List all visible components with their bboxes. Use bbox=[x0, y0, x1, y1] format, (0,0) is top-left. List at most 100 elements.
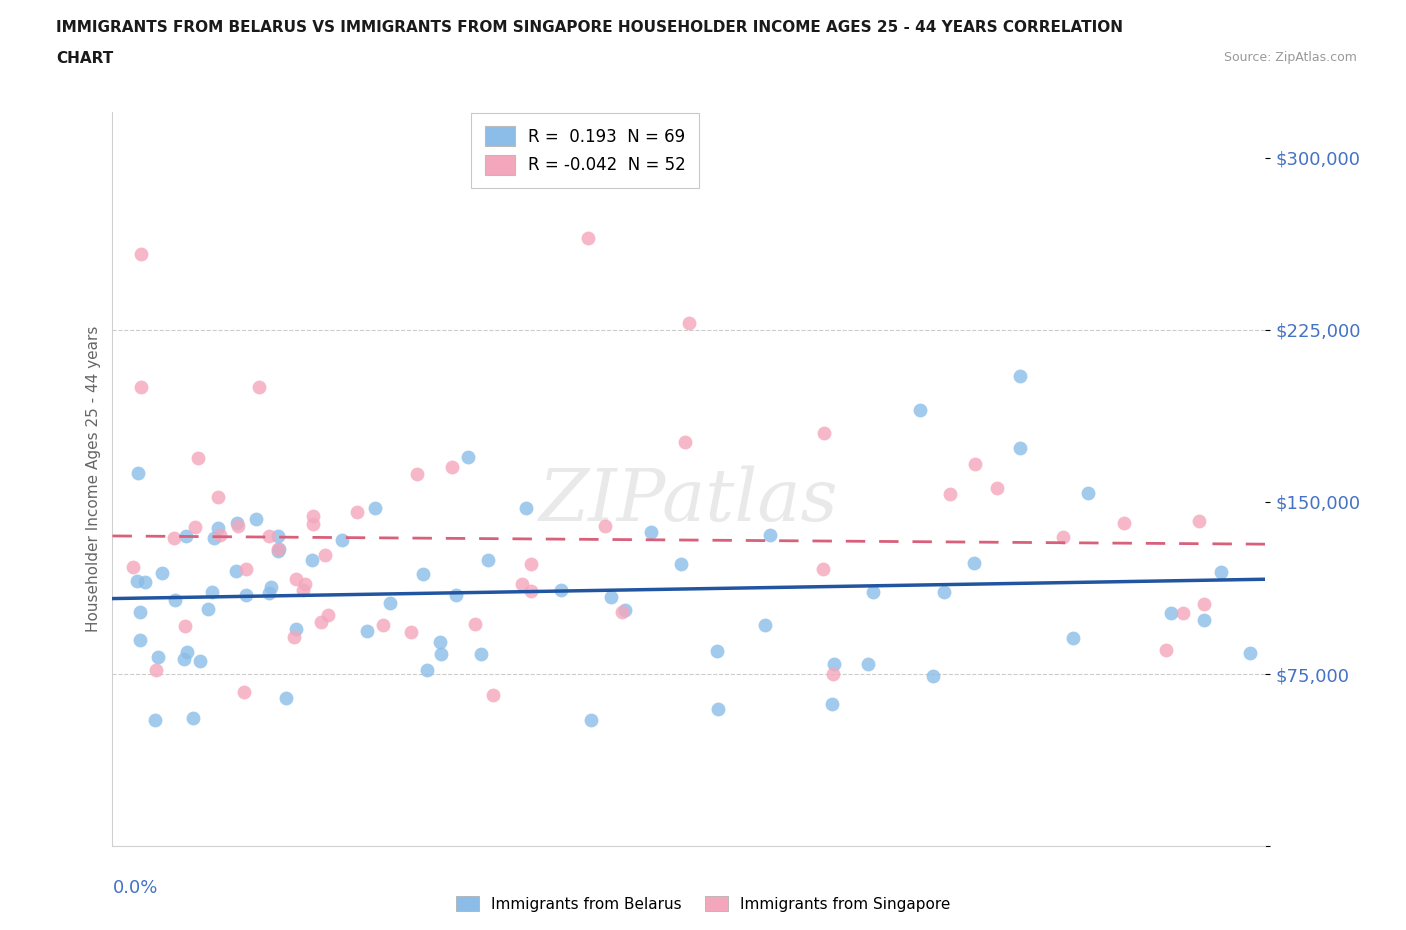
Point bbox=[201, 584, 224, 599]
Point bbox=[150, 565, 173, 580]
Point bbox=[235, 588, 257, 603]
Point bbox=[356, 624, 378, 639]
Point bbox=[821, 667, 844, 682]
Point bbox=[176, 644, 198, 659]
Point bbox=[364, 500, 387, 515]
Point bbox=[707, 701, 730, 716]
Point bbox=[346, 504, 368, 519]
Point bbox=[908, 403, 931, 418]
Point bbox=[128, 632, 150, 647]
Point bbox=[302, 516, 325, 531]
Point bbox=[520, 557, 543, 572]
Point bbox=[259, 585, 281, 600]
Point bbox=[614, 602, 637, 617]
Point bbox=[444, 588, 467, 603]
Point bbox=[225, 564, 247, 578]
Point bbox=[986, 481, 1008, 496]
Point bbox=[519, 583, 541, 598]
Point bbox=[174, 529, 197, 544]
Point bbox=[257, 528, 280, 543]
Point bbox=[477, 552, 499, 567]
Point bbox=[510, 576, 533, 591]
Point bbox=[226, 519, 249, 534]
Point bbox=[1156, 643, 1178, 658]
Text: 0.0%: 0.0% bbox=[112, 880, 157, 897]
Text: IMMIGRANTS FROM BELARUS VS IMMIGRANTS FROM SINGAPORE HOUSEHOLDER INCOME AGES 25 : IMMIGRANTS FROM BELARUS VS IMMIGRANTS FR… bbox=[56, 20, 1123, 35]
Point bbox=[464, 617, 486, 631]
Point bbox=[754, 618, 776, 632]
Point bbox=[1171, 605, 1194, 620]
Point bbox=[187, 450, 209, 465]
Point bbox=[430, 646, 453, 661]
Point bbox=[673, 434, 696, 449]
Point bbox=[283, 630, 305, 644]
Point bbox=[284, 571, 307, 586]
Point bbox=[550, 582, 572, 597]
Point bbox=[1239, 645, 1261, 660]
Point bbox=[932, 585, 955, 600]
Point bbox=[1188, 514, 1211, 529]
Point bbox=[301, 552, 323, 567]
Point bbox=[599, 590, 621, 604]
Point bbox=[129, 379, 153, 394]
Legend: R =  0.193  N = 69, R = -0.042  N = 52: R = 0.193 N = 69, R = -0.042 N = 52 bbox=[471, 113, 699, 188]
Point bbox=[706, 644, 728, 658]
Point bbox=[581, 712, 603, 727]
Point bbox=[173, 651, 195, 666]
Point bbox=[962, 556, 984, 571]
Point bbox=[440, 459, 463, 474]
Point bbox=[127, 465, 149, 480]
Y-axis label: Householder Income Ages 25 - 44 years: Householder Income Ages 25 - 44 years bbox=[86, 326, 101, 632]
Point bbox=[208, 527, 231, 542]
Point bbox=[143, 712, 166, 727]
Point bbox=[197, 602, 219, 617]
Point bbox=[576, 231, 599, 246]
Point bbox=[813, 561, 835, 576]
Point bbox=[922, 669, 945, 684]
Point bbox=[963, 457, 986, 472]
Point bbox=[316, 607, 339, 622]
Point bbox=[1194, 596, 1216, 611]
Point bbox=[165, 592, 187, 607]
Point bbox=[190, 654, 212, 669]
Point bbox=[759, 527, 782, 542]
Point bbox=[378, 595, 401, 610]
Point bbox=[678, 315, 700, 330]
Point bbox=[292, 582, 315, 597]
Point bbox=[267, 541, 290, 556]
Text: ZIPatlas: ZIPatlas bbox=[538, 466, 839, 537]
Point bbox=[129, 604, 152, 619]
Point bbox=[235, 562, 257, 577]
Point bbox=[173, 618, 195, 633]
Point bbox=[813, 425, 835, 440]
Point bbox=[184, 519, 207, 534]
Point bbox=[1052, 529, 1074, 544]
Point bbox=[294, 577, 316, 591]
Point bbox=[858, 657, 880, 671]
Point bbox=[1160, 605, 1182, 620]
Point bbox=[1211, 565, 1233, 579]
Point bbox=[406, 466, 429, 481]
Legend: Immigrants from Belarus, Immigrants from Singapore: Immigrants from Belarus, Immigrants from… bbox=[450, 889, 956, 918]
Point bbox=[267, 541, 290, 556]
Point bbox=[284, 621, 307, 636]
Point bbox=[181, 711, 204, 725]
Point bbox=[640, 525, 662, 539]
Point bbox=[1114, 515, 1136, 530]
Point bbox=[612, 604, 634, 619]
Point bbox=[373, 618, 395, 632]
Point bbox=[669, 557, 692, 572]
Point bbox=[207, 520, 229, 535]
Point bbox=[515, 500, 537, 515]
Point bbox=[129, 246, 153, 261]
Point bbox=[122, 559, 145, 574]
Point bbox=[862, 585, 884, 600]
Point bbox=[1008, 440, 1031, 455]
Point bbox=[593, 518, 616, 533]
Point bbox=[1194, 613, 1216, 628]
Point bbox=[416, 663, 439, 678]
Point bbox=[134, 575, 156, 590]
Point bbox=[145, 663, 167, 678]
Point bbox=[429, 634, 451, 649]
Point bbox=[1077, 486, 1099, 501]
